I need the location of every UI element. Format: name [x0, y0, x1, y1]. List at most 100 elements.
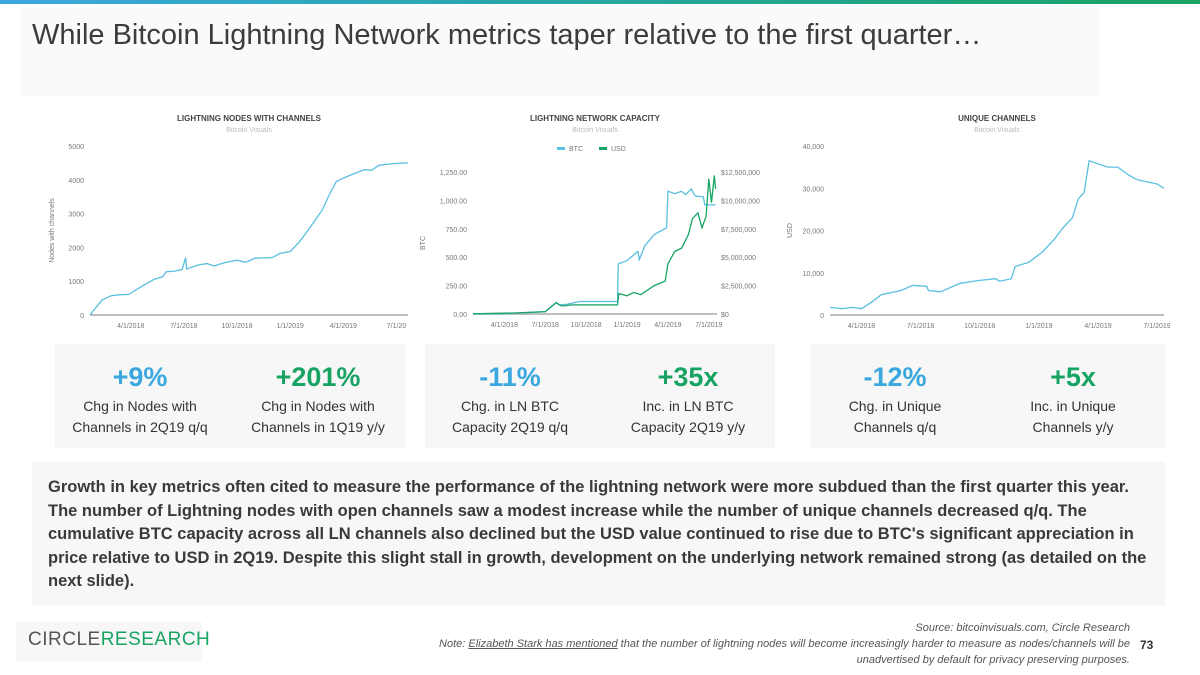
source-text: Source: bitcoinvisuals.com, Circle Resea… [915, 622, 1130, 634]
series-line-usd [472, 175, 717, 315]
chart-subtitle: Bitcoin Visuals [572, 127, 618, 134]
chart-svg: LIGHTNING NODES WITH CHANNELS Bitcoin Vis… [49, 114, 409, 330]
stat-card: -11% Chg. in LN BTC Capacity 2Q19 q/q [425, 344, 595, 438]
stat-label: Inc. in Unique [1030, 398, 1116, 414]
y-tick-label: 1,000.00 [440, 198, 467, 205]
x-tick-label: 4/1/2018 [491, 322, 518, 329]
stat-label: Channels y/y [1032, 419, 1114, 435]
y2-tick-label: $10,000,000 [721, 198, 760, 205]
x-tick-label: 1/1/2019 [277, 323, 304, 330]
x-tick-label: 7/1/2018 [170, 323, 197, 330]
y-tick-label: 250.00 [446, 284, 468, 291]
stat-card: +5x Inc. in Unique Channels y/y [988, 344, 1158, 438]
y-axis-label: Nodes with channels [49, 198, 56, 263]
x-tick-label: 1/1/2019 [1025, 323, 1052, 330]
stats-group-nodes: +9% Chg in Nodes with Channels in 2Q19 q/q… [55, 344, 405, 448]
note-rest: that the number of lightning nodes will … [617, 638, 1130, 666]
legend-swatch [599, 147, 607, 150]
elizabeth-stark-link[interactable]: Elizabeth Stark has mentioned [468, 638, 618, 650]
y-tick-label: 0 [80, 313, 84, 320]
stat-label: Chg. in Unique [848, 398, 942, 414]
chart-title: LIGHTNING NODES WITH CHANNELS [177, 114, 322, 123]
series-line-btc [472, 187, 716, 315]
y-tick-label: 4000 [68, 178, 84, 185]
chart-title: UNIQUE CHANNELS [958, 114, 1036, 123]
logo-part2: RESEARCH [100, 629, 211, 650]
y2-tick-label: $0 [721, 312, 729, 319]
stat-label: Channels in 1Q19 y/y [251, 419, 385, 435]
stat-label: Capacity 2Q19 q/q [452, 419, 568, 435]
y-tick-label: 3000 [68, 212, 84, 219]
y-tick-label: 5000 [68, 144, 84, 151]
logo-part1: CIRCLE [28, 629, 101, 650]
y-axis-label: USD [787, 223, 794, 238]
chart-title: LIGHTNING NETWORK CAPACITY [530, 114, 661, 123]
stat-label: Chg in Nodes with [83, 398, 197, 414]
x-tick-label: 4/1/2019 [330, 323, 357, 330]
y-tick-label: 1000 [68, 279, 84, 286]
y-tick-label: 2000 [68, 245, 84, 252]
note-prefix: Note: [439, 638, 469, 650]
stat-label: Channels q/q [853, 419, 937, 435]
note-text: Note: Elizabeth Stark has mentioned that… [430, 636, 1130, 668]
x-tick-label: 10/1/2018 [571, 322, 602, 329]
stat-label: Channels in 2Q19 q/q [72, 419, 208, 435]
charts-area [32, 104, 1175, 336]
x-tick-label: 7/1/2018 [907, 323, 934, 330]
stat-value: +35x [657, 362, 719, 392]
y-tick-label: 10,000 [803, 271, 825, 278]
legend-label: USD [611, 146, 626, 153]
y-tick-label: 1,250.00 [440, 170, 467, 177]
y2-tick-label: $7,500,000 [721, 227, 756, 234]
x-tick-label: 4/1/2019 [1084, 323, 1111, 330]
summary-text: Growth in key metrics often cited to mea… [32, 462, 1165, 606]
legend-swatch [557, 147, 565, 150]
x-tick-label: 7/1/2018 [532, 322, 559, 329]
y2-tick-label: $2,500,000 [721, 284, 756, 291]
stat-label: Inc. in LN BTC [642, 398, 734, 414]
legend-label: BTC [569, 146, 583, 153]
y-tick-label: 750.00 [446, 227, 468, 234]
chart-subtitle: Bitcoin Visuals [226, 127, 272, 134]
stat-label: Capacity 2Q19 y/y [630, 419, 746, 435]
top-accent-bar [0, 0, 1200, 4]
stat-card: +201% Chg in Nodes with Channels in 1Q19 y… [233, 344, 403, 438]
x-tick-label: 7/1/2019 [695, 322, 722, 329]
stat-label: Chg in Nodes with [261, 398, 375, 414]
x-tick-label: 1/1/2019 [613, 322, 640, 329]
stat-card: -12% Chg. in Unique Channels q/q [810, 344, 980, 438]
y-tick-label: 20,000 [803, 229, 825, 236]
stat-card: +9% Chg in Nodes with Channels in 2Q19 q/q [55, 344, 225, 438]
slide-title: While Bitcoin Lightning Network metrics … [32, 19, 982, 51]
x-tick-label: 4/1/2018 [848, 323, 875, 330]
stats-group-channels: -12% Chg. in Unique Channels q/q +5x Inc. i… [810, 344, 1165, 448]
stat-value: -11% [479, 362, 541, 392]
stat-value: -12% [863, 362, 927, 392]
y-tick-label: 0 [820, 313, 824, 320]
chart-subtitle: Bitcoin Visuals [974, 127, 1020, 134]
footer-notes: Source: bitcoinvisuals.com, Circle Resea… [430, 620, 1130, 668]
chart-svg: LIGHTNING NETWORK CAPACITY Bitcoin Visual… [420, 114, 760, 329]
chart-nodes-with-channels: LIGHTNING NODES WITH CHANNELS Bitcoin Vis… [32, 104, 412, 334]
x-tick-label: 7/1/2019 [1143, 323, 1170, 330]
y-tick-label: 500.00 [446, 255, 468, 262]
title-box: While Bitcoin Lightning Network metrics … [20, 8, 1100, 96]
stat-value: +9% [112, 362, 168, 392]
circle-research-logo: CIRCLERESEARCH [16, 622, 210, 662]
chart-network-capacity: LIGHTNING NETWORK CAPACITY Bitcoin Visual… [415, 104, 785, 334]
page-number: 73 [1140, 638, 1154, 652]
series-line-channels [829, 159, 1165, 310]
y-tick-label: 40,000 [803, 144, 825, 151]
x-tick-label: 10/1/2018 [221, 323, 252, 330]
stat-card: +35x Inc. in LN BTC Capacity 2Q19 y/y [603, 344, 773, 438]
stat-value: +5x [1050, 362, 1096, 392]
y2-tick-label: $12,500,000 [721, 170, 760, 177]
chart-unique-channels: UNIQUE CHANNELS Bitcoin Visuals 0 10,000 20,… [770, 104, 1170, 334]
x-tick-label: 4/1/2019 [654, 322, 681, 329]
y-tick-label: 30,000 [803, 186, 825, 193]
y-tick-label: 0.00 [453, 312, 467, 319]
stat-value: +201% [275, 362, 361, 392]
x-tick-label: 4/1/2018 [117, 323, 144, 330]
y-axis-label: BTC [420, 236, 427, 250]
stats-group-capacity: -11% Chg. in LN BTC Capacity 2Q19 q/q +35x… [425, 344, 775, 448]
